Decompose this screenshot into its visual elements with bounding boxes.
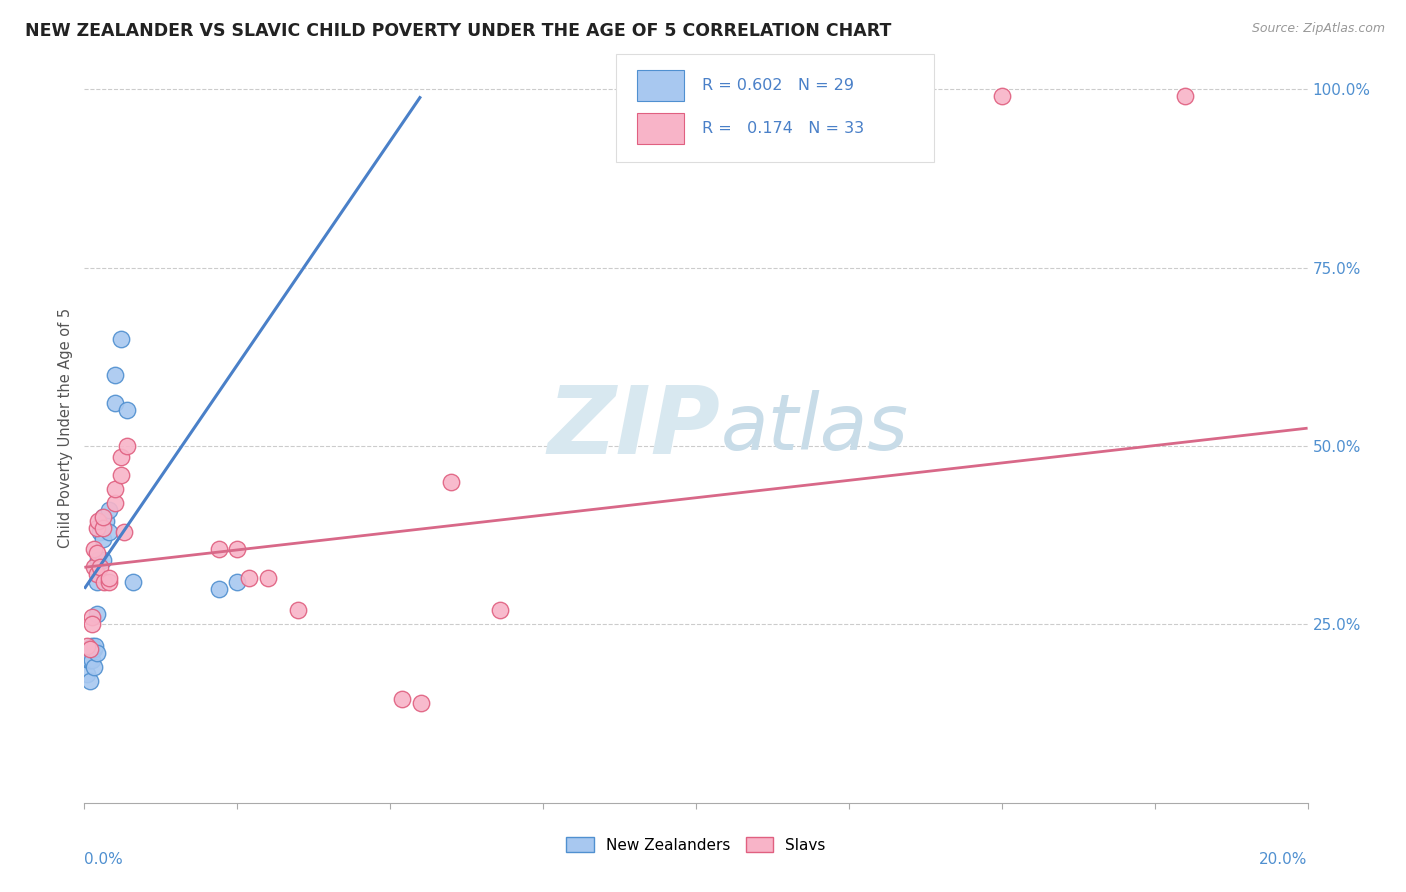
Point — [89, 560, 111, 574]
Text: R =   0.174   N = 33: R = 0.174 N = 33 — [702, 121, 865, 136]
Point — [79, 674, 101, 689]
Point — [91, 532, 114, 546]
Point — [86, 567, 108, 582]
Point — [83, 660, 105, 674]
Text: NEW ZEALANDER VS SLAVIC CHILD POVERTY UNDER THE AGE OF 5 CORRELATION CHART: NEW ZEALANDER VS SLAVIC CHILD POVERTY UN… — [25, 22, 891, 40]
Point — [97, 524, 120, 539]
Legend: New Zealanders, Slavs: New Zealanders, Slavs — [560, 830, 832, 859]
Point — [91, 510, 114, 524]
Point — [112, 524, 135, 539]
Point — [91, 521, 114, 535]
FancyBboxPatch shape — [637, 112, 683, 145]
Point — [87, 553, 110, 567]
Point — [86, 546, 108, 560]
Point — [110, 332, 132, 346]
FancyBboxPatch shape — [637, 70, 683, 102]
Point — [82, 653, 104, 667]
Text: R = 0.602   N = 29: R = 0.602 N = 29 — [702, 78, 853, 94]
Point — [97, 503, 120, 517]
Text: 0.0%: 0.0% — [84, 852, 124, 866]
Point — [77, 653, 100, 667]
Text: ZIP: ZIP — [547, 382, 720, 475]
Point — [115, 439, 138, 453]
Point — [654, 89, 676, 103]
Point — [86, 574, 108, 589]
Point — [661, 89, 683, 103]
Point — [122, 574, 145, 589]
Point — [991, 89, 1014, 103]
Point — [79, 653, 101, 667]
Point — [83, 560, 105, 574]
Point — [257, 571, 280, 585]
Point — [86, 521, 108, 535]
Text: Source: ZipAtlas.com: Source: ZipAtlas.com — [1251, 22, 1385, 36]
Point — [89, 524, 111, 539]
Point — [83, 642, 105, 657]
Point — [226, 542, 249, 557]
Point — [97, 571, 120, 585]
Point — [110, 467, 132, 482]
Point — [104, 482, 127, 496]
Point — [86, 646, 108, 660]
Point — [83, 542, 105, 557]
Point — [110, 450, 132, 464]
Point — [97, 574, 120, 589]
Point — [391, 692, 413, 706]
Point — [80, 639, 103, 653]
Point — [76, 667, 98, 681]
Point — [84, 639, 107, 653]
Point — [1174, 89, 1197, 103]
Y-axis label: Child Poverty Under the Age of 5: Child Poverty Under the Age of 5 — [58, 308, 73, 549]
Point — [94, 514, 117, 528]
Point — [104, 396, 127, 410]
Point — [226, 574, 249, 589]
Point — [104, 496, 127, 510]
Point — [87, 514, 110, 528]
Point — [91, 510, 114, 524]
Point — [208, 582, 231, 596]
Point — [80, 610, 103, 624]
Point — [238, 571, 260, 585]
Point — [104, 368, 127, 382]
Point — [287, 603, 309, 617]
Point — [79, 642, 101, 657]
FancyBboxPatch shape — [616, 54, 935, 162]
Point — [76, 639, 98, 653]
Point — [489, 603, 512, 617]
Text: 20.0%: 20.0% — [1260, 852, 1308, 866]
Text: atlas: atlas — [720, 390, 908, 467]
Point — [208, 542, 231, 557]
Point — [440, 475, 463, 489]
Point — [115, 403, 138, 417]
Point — [86, 607, 108, 621]
Point — [82, 617, 104, 632]
Point — [91, 553, 114, 567]
Point — [409, 696, 432, 710]
Point — [93, 574, 115, 589]
